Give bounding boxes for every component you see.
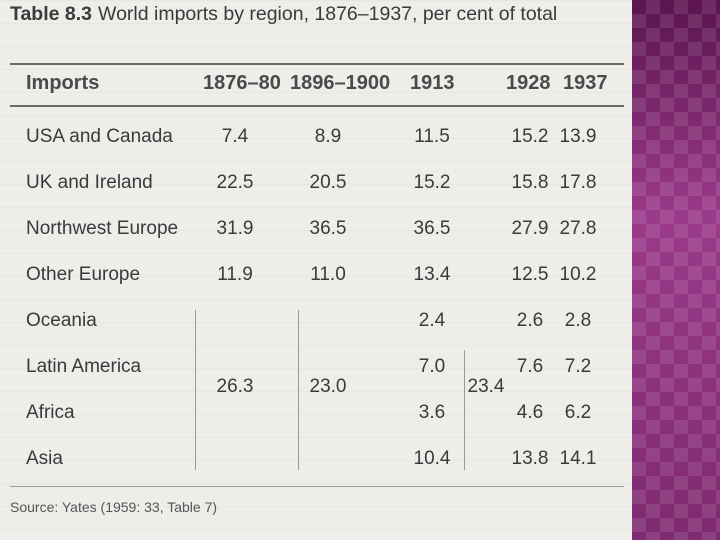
top-rule	[10, 63, 624, 65]
header-1928: 1928	[506, 72, 551, 94]
group-bracket-line	[298, 310, 299, 470]
table-cell: 7.0	[418, 356, 446, 377]
table-title: Table 8.3 World imports by region, 1876–1…	[10, 3, 557, 26]
table-cell: 13.4	[413, 264, 451, 285]
row-label: Other Europe	[26, 264, 141, 285]
scanned-page: Table 8.3 World imports by region, 1876–1…	[0, 0, 632, 540]
table-cell: 2.6	[516, 310, 544, 331]
table-cell: 11.5	[414, 126, 450, 147]
table-source: Source: Yates (1959: 33, Table 7)	[10, 499, 218, 515]
table-cell: 7.2	[564, 356, 592, 377]
combined-cell-1928: 23.4	[467, 376, 505, 397]
table-cell: 14.1	[559, 448, 597, 469]
row-label: UK and Ireland	[26, 172, 153, 193]
table-cell: 27.8	[559, 218, 597, 239]
table-cell: 36.5	[309, 218, 347, 239]
table-cell: 10.4	[413, 448, 451, 469]
table-cell: 36.5	[413, 218, 451, 239]
row-label: Africa	[26, 402, 75, 423]
table-cell: 8.9	[314, 126, 342, 147]
table-cell: 27.9	[511, 218, 549, 239]
table-cell: 10.2	[559, 264, 597, 285]
group-bracket-line	[195, 310, 196, 470]
header-1913: 1913	[410, 72, 455, 94]
table-cell: 20.5	[309, 172, 347, 193]
table-cell: 15.8	[511, 172, 549, 193]
table-cell: 2.8	[564, 310, 592, 331]
table-cell: 31.9	[216, 218, 254, 239]
header-1937: 1937	[563, 72, 608, 94]
row-label: USA and Canada	[26, 126, 173, 147]
table-cell: 3.6	[418, 402, 446, 423]
table-cell: 2.4	[418, 310, 446, 331]
row-label: Latin America	[26, 356, 142, 377]
table-cell: 11.0	[310, 264, 346, 285]
page-texture	[0, 0, 632, 540]
table-cell: 6.2	[564, 402, 592, 423]
decorative-side-panel	[632, 0, 720, 540]
table-title-text: World imports by region, 1876–1937, per …	[98, 3, 558, 25]
row-label: Asia	[26, 448, 63, 469]
group-bracket-line	[464, 350, 465, 470]
combined-cell-1876: 26.3	[216, 376, 254, 397]
header-1876-80: 1876–80	[203, 72, 281, 94]
table-number: Table 8.3	[10, 3, 93, 25]
combined-cell-1896: 23.0	[309, 376, 347, 397]
table-cell: 13.8	[511, 448, 549, 469]
table-cell: 4.6	[516, 402, 544, 423]
row-label: Northwest Europe	[26, 218, 179, 239]
row-label: Oceania	[26, 310, 97, 331]
header-rule	[10, 105, 624, 107]
table-cell: 22.5	[216, 172, 254, 193]
table-cell: 11.9	[217, 264, 253, 285]
header-imports: Imports	[26, 72, 100, 94]
table-cell: 7.4	[221, 126, 249, 147]
table-cell: 13.9	[559, 126, 597, 147]
table-cell: 15.2	[511, 126, 549, 147]
table-cell: 15.2	[413, 172, 451, 193]
table-cell: 7.6	[516, 356, 544, 377]
bottom-rule	[10, 486, 624, 487]
header-1896-1900: 1896–1900	[290, 72, 391, 94]
table-cell: 17.8	[559, 172, 597, 193]
table-cell: 12.5	[511, 264, 549, 285]
